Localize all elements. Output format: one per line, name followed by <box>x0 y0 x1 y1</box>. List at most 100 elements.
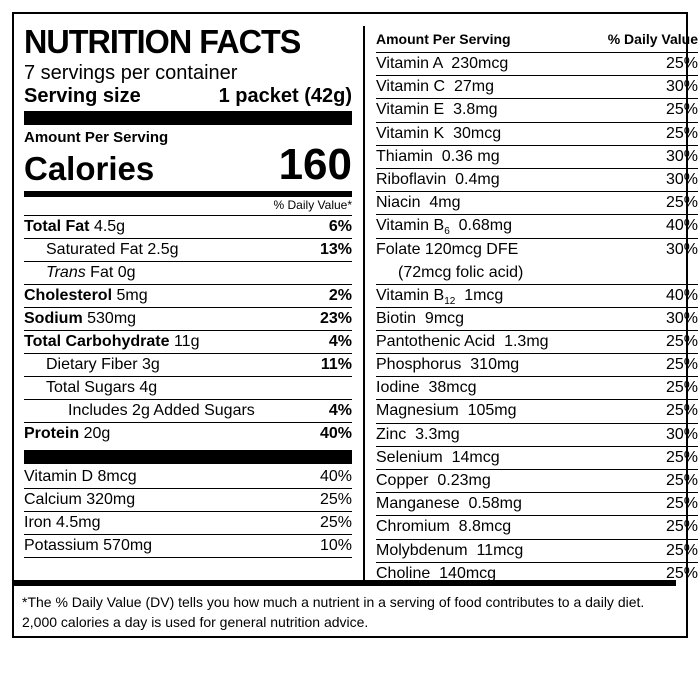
nutrient-name: Saturated Fat <box>46 241 143 258</box>
nutrient-amount: 530mg <box>87 310 137 327</box>
vitamin-name-wrap: Biotin 9mcg <box>376 308 464 330</box>
vitamin-dv: 25% <box>665 448 698 466</box>
vitamin-dv: 25% <box>665 101 698 119</box>
nutrient-amount: 5mg <box>116 287 148 304</box>
nutrient-amount: 4g <box>139 379 158 396</box>
nutrient-row-sodium: Sodium 530mg 23% <box>24 308 352 331</box>
vitamin-dv: 25% <box>665 379 698 397</box>
vitamin-name: Manganese 0.58mg <box>376 495 522 513</box>
vitamin-row: Choline 140mcg 25% <box>376 563 698 586</box>
vitamin-name-wrap: Niacin 4mg <box>376 192 460 214</box>
nutrient-name: Includes 2g Added Sugars <box>68 402 255 419</box>
vitamin-name: Iodine 38mcg <box>376 379 477 397</box>
vitamin-name: Zinc 3.3mg <box>376 425 460 443</box>
nutrient-row-total-fat: Total Fat 4.5g 6% <box>24 216 352 239</box>
vitamin-row: Niacin 4mg 25% <box>376 192 698 216</box>
nutrient-dv: 4% <box>328 402 352 419</box>
vitamin-row-iron: Iron 4.5mg 25% <box>24 512 352 535</box>
nutrient-amount: 20g <box>83 425 111 442</box>
vitamin-dv: 30% <box>665 78 698 96</box>
vitamin-name: Vitamin C 27mg <box>376 78 494 96</box>
nutrient-name: Cholesterol <box>24 287 113 304</box>
vitamin-row: Folate 120mcg DFE 30% (72mcg folic acid) <box>376 239 698 285</box>
vitamin-dv: 40% <box>319 468 352 485</box>
vitamin-amount: 1mcg <box>455 286 504 304</box>
vitamin-name: Potassium 570mg <box>24 537 153 554</box>
nutrient-row-saturated-fat: Saturated Fat 2.5g 13% <box>24 239 352 262</box>
vitamin-dv: 25% <box>665 356 698 374</box>
nutrient-amount: Fat 0g <box>85 264 136 281</box>
vitamin-row: Chromium 8.8mcg 25% <box>376 516 698 540</box>
vitamin-dv: 25% <box>665 124 698 142</box>
serving-size-value: 1 packet (42g) <box>218 85 352 107</box>
vitamin-name: Thiamin 0.36 mg <box>376 147 500 165</box>
nutrient-name: Sodium <box>24 310 83 327</box>
vitamin-name: Vitamin D 8mcg <box>24 468 137 485</box>
vitamin-name-wrap: Vitamin E 3.8mg <box>376 99 498 121</box>
vitamin-name-wrap: Thiamin 0.36 mg <box>376 146 500 168</box>
vitamin-note: (72mcg folic acid) <box>398 263 524 281</box>
vitamin-row: Manganese 0.58mg 25% <box>376 493 698 517</box>
amount-per-serving-label: Amount Per Serving <box>24 129 169 146</box>
medium-divider <box>24 191 352 197</box>
vitamin-dv: 30% <box>665 170 698 188</box>
vitamin-row: Riboflavin 0.4mg 30% <box>376 169 698 193</box>
nutrient-dv: 11% <box>320 356 352 373</box>
vitamin-dv: 25% <box>665 472 698 489</box>
vitamin-name: Pantothenic Acid 1.3mg <box>376 332 549 350</box>
vitamin-name: Selenium 14mcg <box>376 448 500 466</box>
vitamin-row: Vitamin C 27mg 30% <box>376 76 698 100</box>
vitamin-row: Magnesium 105mg 25% <box>376 400 698 424</box>
vitamin-row: Vitamin B12 1mcg 40% <box>376 285 698 308</box>
nutrient-amount: 3g <box>142 356 160 373</box>
nutrient-row-total-sugars: Total Sugars 4g <box>24 377 352 400</box>
nutrient-dv: 23% <box>319 310 352 327</box>
vitamin-name-wrap: Chromium 8.8mcg <box>376 516 511 538</box>
vitamin-row: Molybdenum 11mcg 25% <box>376 540 698 563</box>
footnote-divider <box>12 580 676 586</box>
vitamin-name: Copper 0.23mg <box>376 472 491 489</box>
vitamin-name-wrap: Zinc 3.3mg <box>376 424 460 446</box>
amount-header: Amount Per Serving <box>376 31 511 47</box>
vitamin-name: Vitamin K 30mcg <box>376 124 502 142</box>
vitamin-name-wrap: Manganese 0.58mg <box>376 493 522 515</box>
nutrient-row-dietary-fiber: Dietary Fiber 3g 11% <box>24 354 352 377</box>
vitamin-name: Phosphorus 310mg <box>376 356 520 374</box>
vitamin-dv: 25% <box>319 514 352 531</box>
serving-size-label: Serving size <box>24 85 141 107</box>
vitamin-name: Riboflavin 0.4mg <box>376 170 500 188</box>
vitamin-name-wrap: Pantothenic Acid 1.3mg <box>376 331 549 353</box>
nutrient-dv: 13% <box>319 241 352 258</box>
vitamin-name: Vitamin E 3.8mg <box>376 101 498 119</box>
nutrient-row-total-carbohydrate: Total Carbohydrate 11g 4% <box>24 331 352 354</box>
vitamin-name: Chromium 8.8mcg <box>376 518 512 536</box>
nutrition-label: NUTRITION FACTS 7 servings per container… <box>12 12 698 638</box>
dv-header: % Daily Value <box>607 31 698 47</box>
vitamin-name: Folate 120mcg DFE <box>376 240 519 258</box>
nutrient-amount: 2.5g <box>147 241 179 258</box>
nutrient-row-added-sugars: Includes 2g Added Sugars 4% <box>24 400 352 423</box>
vitamin-row: Thiamin 0.36 mg 30% <box>376 146 698 169</box>
vitamin-amount: 0.68mg <box>449 217 513 235</box>
vitamin-row: Copper 0.23mg 25% <box>376 470 698 494</box>
vitamin-name-wrap: Iodine 38mcg <box>376 377 477 399</box>
vitamin-name: Magnesium 105mg <box>376 402 517 420</box>
nutrient-name: Protein <box>24 425 80 442</box>
vitamin-row-vitamin-d: Vitamin D 8mcg 40% <box>24 466 352 489</box>
left-column: NUTRITION FACTS 7 servings per container… <box>24 20 352 558</box>
nutrient-row-trans-fat: Trans Fat 0g <box>24 262 352 285</box>
nutrient-amount: 4.5g <box>93 218 126 235</box>
nutrient-dv: 6% <box>328 218 352 235</box>
nutrient-name: Dietary Fiber <box>46 356 138 373</box>
right-column-header: Amount Per Serving % Daily Value <box>376 30 698 53</box>
nutrient-dv: 4% <box>328 333 352 350</box>
nutrient-dv: 40% <box>319 425 352 442</box>
vitamin-dv: 25% <box>665 194 698 212</box>
vitamin-dv: 40% <box>665 217 698 235</box>
vitamin-dv: 30% <box>665 309 698 327</box>
nutrient-row-cholesterol: Cholesterol 5mg 2% <box>24 285 352 308</box>
nutrient-name: Total Carbohydrate <box>24 333 170 350</box>
nutrient-name: Total Sugars <box>46 379 135 396</box>
thick-divider <box>24 450 352 464</box>
vitamin-row: Iodine 38mcg 25% <box>376 377 698 401</box>
